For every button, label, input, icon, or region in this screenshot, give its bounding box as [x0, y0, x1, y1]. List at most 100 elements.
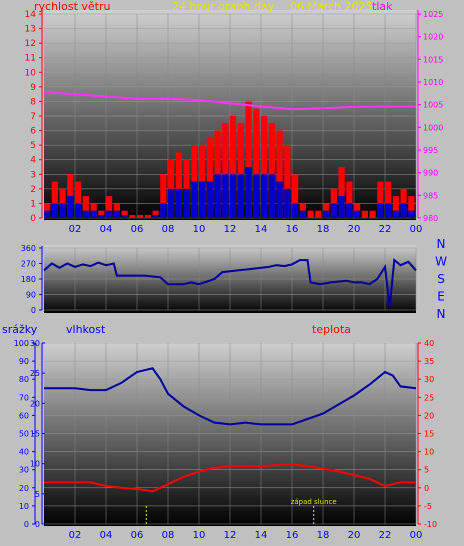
pressure-tick-label: 1000: [423, 123, 443, 132]
wind-avg-bar: [160, 203, 167, 218]
wind-gust-bar: [338, 167, 345, 218]
wind-x-tick-label: 16: [286, 224, 299, 235]
humidity-line: [44, 367, 417, 426]
compass-label: N: [437, 307, 446, 321]
wind-gust-bar: [129, 215, 136, 218]
temperature-tick-label: 20: [424, 411, 434, 420]
direction-tick-label: 270: [21, 260, 36, 269]
humidity-x-tick-label: 02: [69, 530, 82, 541]
rain-tick-label: 0: [24, 520, 29, 529]
wind-avg-bar: [222, 174, 229, 218]
wind-gust-bar: [292, 174, 299, 218]
wind-avg-bar: [299, 210, 306, 218]
wind-avg-bar: [206, 181, 213, 218]
wind-gust-bar: [245, 101, 252, 218]
wind-avg-bar: [51, 203, 58, 218]
wind-x-tick-label: 22: [379, 224, 392, 235]
compass-label: E: [437, 290, 445, 304]
wind-avg-bar: [408, 210, 415, 218]
rain-tick-label: 100: [14, 339, 29, 348]
wind-tick-label: 4: [30, 156, 36, 166]
wind-x-tick-label: 20: [348, 224, 361, 235]
rain-tick-label: 60: [19, 411, 29, 420]
wind-gust-bar: [144, 215, 151, 218]
wind-avg-bar: [183, 188, 190, 218]
pressure-tick-label: 1025: [423, 10, 443, 19]
wind-tick-label: 8: [30, 97, 36, 107]
temperature-tick-label: 10: [424, 448, 434, 457]
wind-x-tick-label: 06: [131, 224, 144, 235]
wind-gust-bar: [98, 210, 105, 218]
wind-avg-bar: [214, 174, 221, 218]
wind-avg-bar: [113, 210, 120, 218]
wind-avg-bar: [121, 215, 128, 218]
wind-avg-bar: [199, 181, 206, 218]
rain-tick-label: 40: [19, 448, 29, 457]
temperature-tick-label: 25: [424, 393, 434, 402]
rain-tick-label: 10: [19, 502, 29, 511]
wind-avg-bar: [354, 210, 361, 218]
wind-gust-bar: [230, 116, 237, 218]
pressure-tick-label: 1015: [423, 55, 443, 64]
compass-label: N: [437, 237, 446, 251]
humidity-x-tick-label: 22: [379, 530, 392, 541]
wind-gust-bar: [315, 210, 322, 218]
wind-gust-bar: [377, 181, 384, 218]
wind-avg-bar: [168, 188, 175, 218]
wind-gust-bar: [261, 116, 268, 218]
humidity-label: vlhkost: [66, 323, 106, 336]
wind-tick-label: 13: [25, 25, 36, 35]
temperature-tick-label: 5: [424, 466, 429, 475]
wind-tick-label: 10: [25, 68, 37, 78]
wind-avg-bar: [276, 181, 283, 218]
wind-avg-bar: [323, 210, 330, 218]
humidity-tick-label: 25: [30, 369, 40, 378]
wind-x-tick-label: 14: [255, 224, 268, 235]
wind-avg-bar: [330, 203, 337, 218]
temperature-tick-label: 15: [424, 430, 434, 439]
temperature-tick-label: 0: [424, 484, 429, 493]
chart-date: 06 March 2025: [290, 0, 373, 13]
temperature-tick-label: -5: [424, 502, 432, 511]
wind-tick-label: 0: [30, 214, 36, 224]
wind-avg-bar: [75, 203, 82, 218]
humidity-x-tick-label: 06: [131, 530, 144, 541]
wind-gust-bar: [51, 181, 58, 218]
wind-gust-bar: [106, 196, 113, 218]
wind-avg-bar: [67, 196, 74, 218]
wind-gust-bar: [121, 210, 128, 218]
wind-tick-label: 2: [30, 185, 36, 195]
wind-tick-label: 14: [25, 10, 37, 20]
wind-x-tick-label: 04: [100, 224, 113, 235]
wind-gust-bar: [75, 181, 82, 218]
wind-direction-line: [43, 258, 417, 307]
humidity-tick-label: 15: [30, 430, 40, 439]
rain-tick-label: 70: [19, 393, 29, 402]
wind-tick-label: 12: [25, 39, 36, 49]
wind-gust-bar: [361, 210, 368, 218]
pressure-tick-label: 1005: [423, 101, 443, 110]
humidity-x-tick-label: 04: [100, 530, 113, 541]
wind-gust-bar: [137, 215, 144, 218]
humidity-x-tick-label: 00: [410, 530, 423, 541]
wind-avg-bar: [245, 167, 252, 218]
sunset-label: západ slunce: [291, 498, 337, 506]
wind-avg-bar: [175, 188, 182, 218]
wind-avg-bar: [400, 203, 407, 218]
wind-avg-bar: [284, 188, 291, 218]
wind-avg-bar: [237, 174, 244, 218]
temperature-line: [44, 463, 416, 493]
pressure-tick-label: 990: [423, 169, 438, 178]
humidity-tick-label: 10: [30, 460, 40, 469]
chart-title: 24 hour graph day: [172, 0, 275, 13]
temperature-tick-label: 30: [424, 375, 434, 384]
rain-label: srážky: [2, 323, 38, 336]
humidity-x-tick-label: 16: [286, 530, 299, 541]
wind-tick-label: 1: [30, 199, 36, 209]
wind-x-tick-label: 08: [162, 224, 175, 235]
humidity-x-tick-label: 18: [317, 530, 330, 541]
wind-x-tick-label: 00: [410, 224, 423, 235]
wind-x-tick-label: 12: [224, 224, 237, 235]
wind-gust-bar: [408, 196, 415, 218]
wind-avg-bar: [82, 210, 89, 218]
